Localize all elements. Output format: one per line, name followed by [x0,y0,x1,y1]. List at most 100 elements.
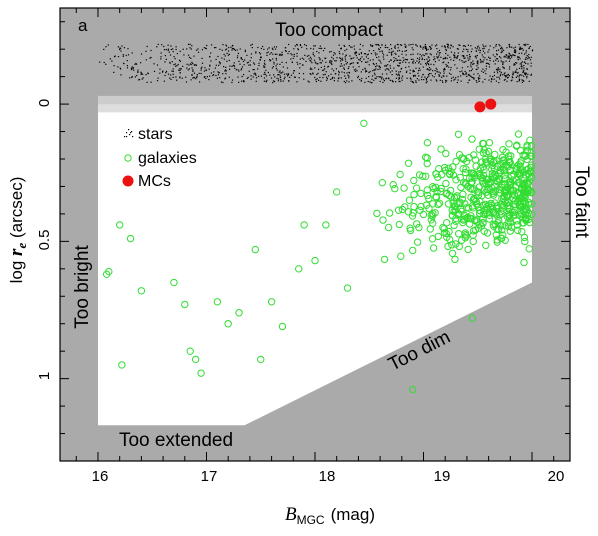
star-point [497,60,499,62]
star-point [433,59,435,61]
star-point [190,48,192,50]
star-point [412,74,415,77]
galaxy-point [493,176,501,185]
star-point [312,72,314,74]
galaxy-point [504,162,512,171]
galaxy-point [456,173,464,182]
star-point [393,67,395,69]
star-point [507,73,509,75]
star-point [427,48,429,50]
star-point [386,73,388,75]
star-point [153,63,155,65]
star-point [117,56,120,58]
star-point [254,72,256,74]
star-point [185,76,187,78]
star-point [397,44,399,46]
galaxy-point [489,220,497,229]
star-point [246,62,248,64]
star-point [480,61,482,64]
star-point [476,81,478,83]
star-point [200,67,202,69]
star-point [212,74,214,77]
star-point [153,70,156,72]
star-point [432,70,434,72]
star-point [381,73,383,75]
star-point [522,70,524,72]
star-point [409,72,411,74]
star-point [382,56,384,58]
star-point [348,71,350,73]
star-point [137,69,139,71]
star-point [456,57,458,59]
star-point [524,58,526,60]
star-point [506,80,508,82]
star-point [399,81,401,83]
star-point [255,52,257,54]
star-point [438,54,440,56]
star-point [490,81,492,83]
star-point [257,46,259,49]
star-point [360,71,362,73]
star-point [508,75,510,77]
star-point [512,71,514,73]
star-point [264,71,266,73]
star-point [237,52,239,54]
star-point [496,53,498,55]
star-point [145,50,147,52]
star-point [178,69,180,71]
galaxy-point [413,238,422,246]
star-point [343,67,345,69]
star-point [119,47,121,49]
star-point [422,66,424,68]
star-point [200,69,202,71]
region-label-faint: Too faint [571,166,592,239]
star-point [433,76,435,78]
star-point [156,64,159,66]
galaxy-point [378,179,386,187]
star-point [367,53,369,55]
star-point [367,57,369,60]
galaxy-point [459,165,467,173]
star-point [468,73,470,76]
star-point [109,58,111,60]
star-point [526,75,528,77]
star-point [272,48,274,51]
stars-points [99,43,534,84]
star-point [445,79,447,81]
star-point [193,76,196,79]
star-point [393,57,395,59]
star-point [330,78,332,80]
star-point [465,60,467,62]
star-point [514,51,516,53]
star-point [500,73,502,75]
star-point [294,76,296,78]
star-point [500,57,502,59]
galaxy-point [471,216,479,224]
star-point [251,47,253,49]
star-point [337,78,339,80]
star-point [481,54,483,56]
star-point [418,70,420,72]
star-point [164,55,166,57]
star-point [509,54,512,56]
star-point [391,54,393,56]
star-point [200,72,202,75]
star-point [465,72,467,74]
star-point [415,67,417,69]
star-point [503,73,505,75]
galaxy-point [494,219,502,227]
star-point [355,68,357,70]
star-point [360,52,362,54]
star-point [290,53,292,55]
galaxy-point [452,214,460,223]
star-point [453,57,455,59]
legend-star-dot [128,129,130,131]
star-point [508,45,510,47]
star-point [130,68,133,71]
star-point [247,76,249,78]
star-point [259,59,261,61]
star-point [482,44,484,46]
star-point [444,69,446,71]
star-point [241,75,243,78]
star-point [467,59,470,61]
